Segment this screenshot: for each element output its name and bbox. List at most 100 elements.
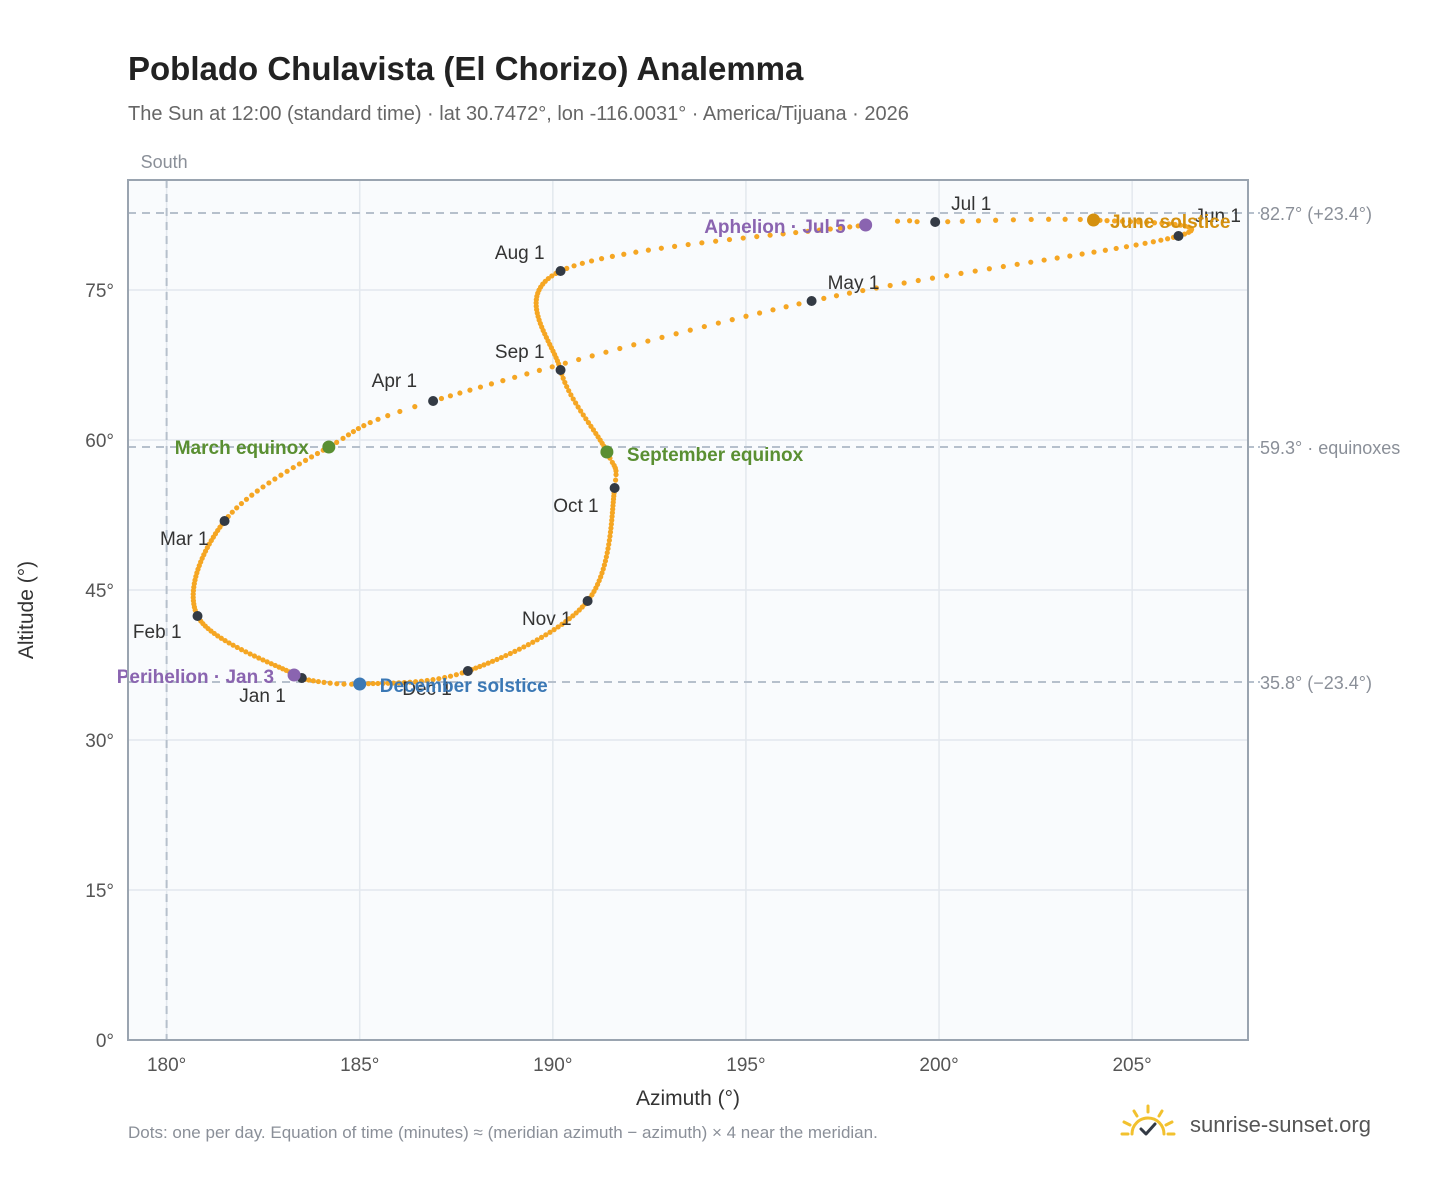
month-marker: [806, 296, 817, 306]
daily-sun-dot: [349, 681, 355, 687]
month-label: Jan 1: [239, 686, 285, 707]
daily-sun-dot: [507, 650, 513, 657]
daily-sun-dot: [729, 317, 735, 323]
daily-sun-dot: [1164, 236, 1171, 242]
daily-sun-dot: [473, 665, 479, 671]
daily-sun-dot: [390, 680, 396, 686]
daily-sun-dot: [488, 381, 495, 387]
daily-sun-dot: [264, 659, 270, 665]
daily-sun-dot: [770, 307, 776, 313]
event-label: December solstice: [380, 676, 548, 697]
daily-sun-dot: [256, 655, 262, 661]
daily-sun-dot: [821, 295, 827, 301]
daily-sun-dot: [609, 513, 615, 520]
daily-sun-dot: [229, 509, 235, 515]
daily-sun-dot: [645, 247, 651, 253]
daily-sun-dot: [327, 680, 333, 686]
daily-sun-dot: [367, 419, 373, 426]
daily-sun-dot: [355, 425, 361, 432]
daily-sun-dot: [310, 678, 316, 684]
daily-sun-dot: [945, 219, 951, 225]
daily-sun-dot: [568, 392, 574, 398]
daily-sun-dot: [1150, 239, 1156, 245]
daily-sun-dot: [238, 647, 245, 653]
daily-sun-dot: [1028, 259, 1034, 265]
month-label: May 1: [828, 273, 880, 294]
daily-sun-dot: [243, 649, 249, 655]
daily-sun-dot: [608, 525, 614, 531]
daily-sun-dot: [278, 472, 284, 478]
daily-sun-dot: [583, 416, 589, 422]
daily-sun-dot: [617, 345, 623, 352]
daily-sun-dot: [397, 408, 403, 415]
footnote: Dots: one per day. Equation of time (min…: [128, 1123, 878, 1142]
daily-sun-dot: [958, 270, 964, 276]
daily-sun-dot: [365, 681, 372, 687]
daily-sun-dot: [1182, 223, 1188, 229]
daily-sun-dot: [500, 378, 506, 384]
daily-sun-dot: [609, 517, 615, 523]
daily-sun-dot: [457, 390, 463, 396]
daily-sun-dot: [1079, 251, 1085, 257]
daily-sun-dot: [915, 277, 921, 284]
daily-sun-dot: [607, 533, 613, 539]
daily-sun-dot: [321, 679, 327, 685]
daily-sun-dot: [701, 323, 707, 330]
daily-sun-dot: [612, 477, 619, 483]
daily-sun-dot: [453, 672, 459, 678]
event-marker: [287, 668, 301, 682]
daily-sun-dot: [575, 404, 581, 410]
event-label: Aphelion · Jul 5: [704, 217, 846, 238]
daily-sun-dot: [260, 484, 266, 490]
month-label: Jun 1: [1194, 206, 1240, 227]
daily-sun-dot: [334, 439, 340, 445]
daily-sun-dot: [308, 454, 315, 460]
daily-sun-dot: [516, 646, 522, 652]
daily-sun-dot: [272, 662, 278, 669]
brand[interactable]: sunrise-sunset.org: [1120, 1098, 1400, 1148]
daily-sun-dot: [846, 290, 853, 296]
daily-sun-dot: [559, 621, 565, 627]
daily-sun-dot: [606, 541, 612, 548]
daily-sun-dot: [315, 678, 321, 685]
daily-sun-dot: [481, 662, 487, 668]
daily-sun-dot: [1113, 245, 1119, 252]
daily-sun-dot: [1014, 261, 1020, 267]
daily-sun-dot: [345, 432, 352, 438]
daily-sun-dot: [756, 310, 763, 316]
daily-sun-dot: [562, 379, 568, 386]
month-marker: [192, 611, 203, 621]
daily-sun-dot: [536, 367, 542, 373]
daily-sun-dot: [247, 651, 253, 657]
daily-sun-dot: [570, 396, 576, 402]
daily-sun-dot: [914, 219, 920, 225]
daily-sun-dot: [413, 679, 419, 685]
daily-sun-dot: [589, 353, 595, 359]
daily-sun-dot: [306, 677, 312, 683]
daily-sun-dot: [375, 416, 381, 422]
daily-sun-dot: [1111, 218, 1118, 224]
y-axis-label: Altitude (°): [15, 561, 38, 659]
daily-sun-dot: [222, 637, 228, 644]
daily-sun-dot: [1091, 249, 1097, 255]
daily-sun-dot: [1054, 255, 1060, 261]
daily-sun-dot: [226, 640, 232, 646]
daily-sun-dot: [564, 383, 570, 390]
daily-sun-dot: [578, 408, 584, 414]
month-marker: [609, 483, 620, 493]
daily-sun-dot: [726, 236, 733, 243]
y-tick-label: 45°: [85, 581, 114, 602]
daily-sun-dot: [579, 260, 585, 266]
daily-sun-dot: [608, 521, 614, 527]
event-label: June solstice: [1110, 212, 1230, 233]
x-tick-label: 190°: [533, 1055, 572, 1076]
daily-sun-dot: [827, 226, 833, 232]
daily-sun-dot: [566, 616, 572, 622]
daily-sun-dot: [385, 413, 391, 419]
daily-sun-dot: [1102, 247, 1108, 253]
reference-line-label: 82.7° (+23.4°): [1260, 204, 1372, 224]
daily-sun-dot: [564, 265, 570, 271]
daily-sun-dot: [906, 218, 913, 224]
daily-sun-dot: [580, 412, 586, 418]
daily-sun-dot: [607, 529, 614, 535]
